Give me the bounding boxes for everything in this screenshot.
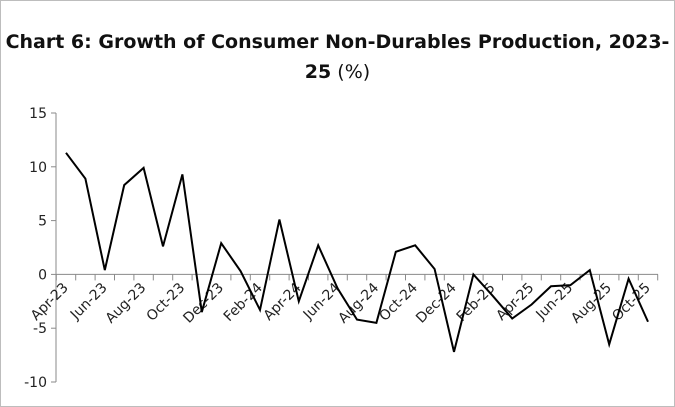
x-tick-label: Dec-24 (413, 280, 460, 327)
x-tick-label: Feb-24 (221, 280, 266, 325)
y-tick-label: 15 (29, 106, 47, 122)
x-tick-label: Apr-23 (28, 280, 72, 324)
y-tick-label: 5 (38, 214, 47, 230)
y-tick-label: -5 (33, 321, 47, 337)
chart-title: Chart 6: Growth of Consumer Non-Durables… (1, 27, 674, 87)
x-tick-label: Aug-25 (568, 280, 615, 327)
x-tick-label: Aug-23 (103, 280, 150, 327)
chart-title-unit: (%) (337, 61, 371, 83)
y-tick-label: -10 (24, 375, 47, 391)
x-tick-label: Feb-25 (454, 280, 499, 325)
y-tick-label: 0 (38, 267, 47, 283)
y-tick-label: 10 (29, 160, 47, 176)
chart-title-text: Chart 6: Growth of Consumer Non-Durables… (5, 31, 670, 83)
x-tick-label: Oct-23 (144, 280, 189, 325)
